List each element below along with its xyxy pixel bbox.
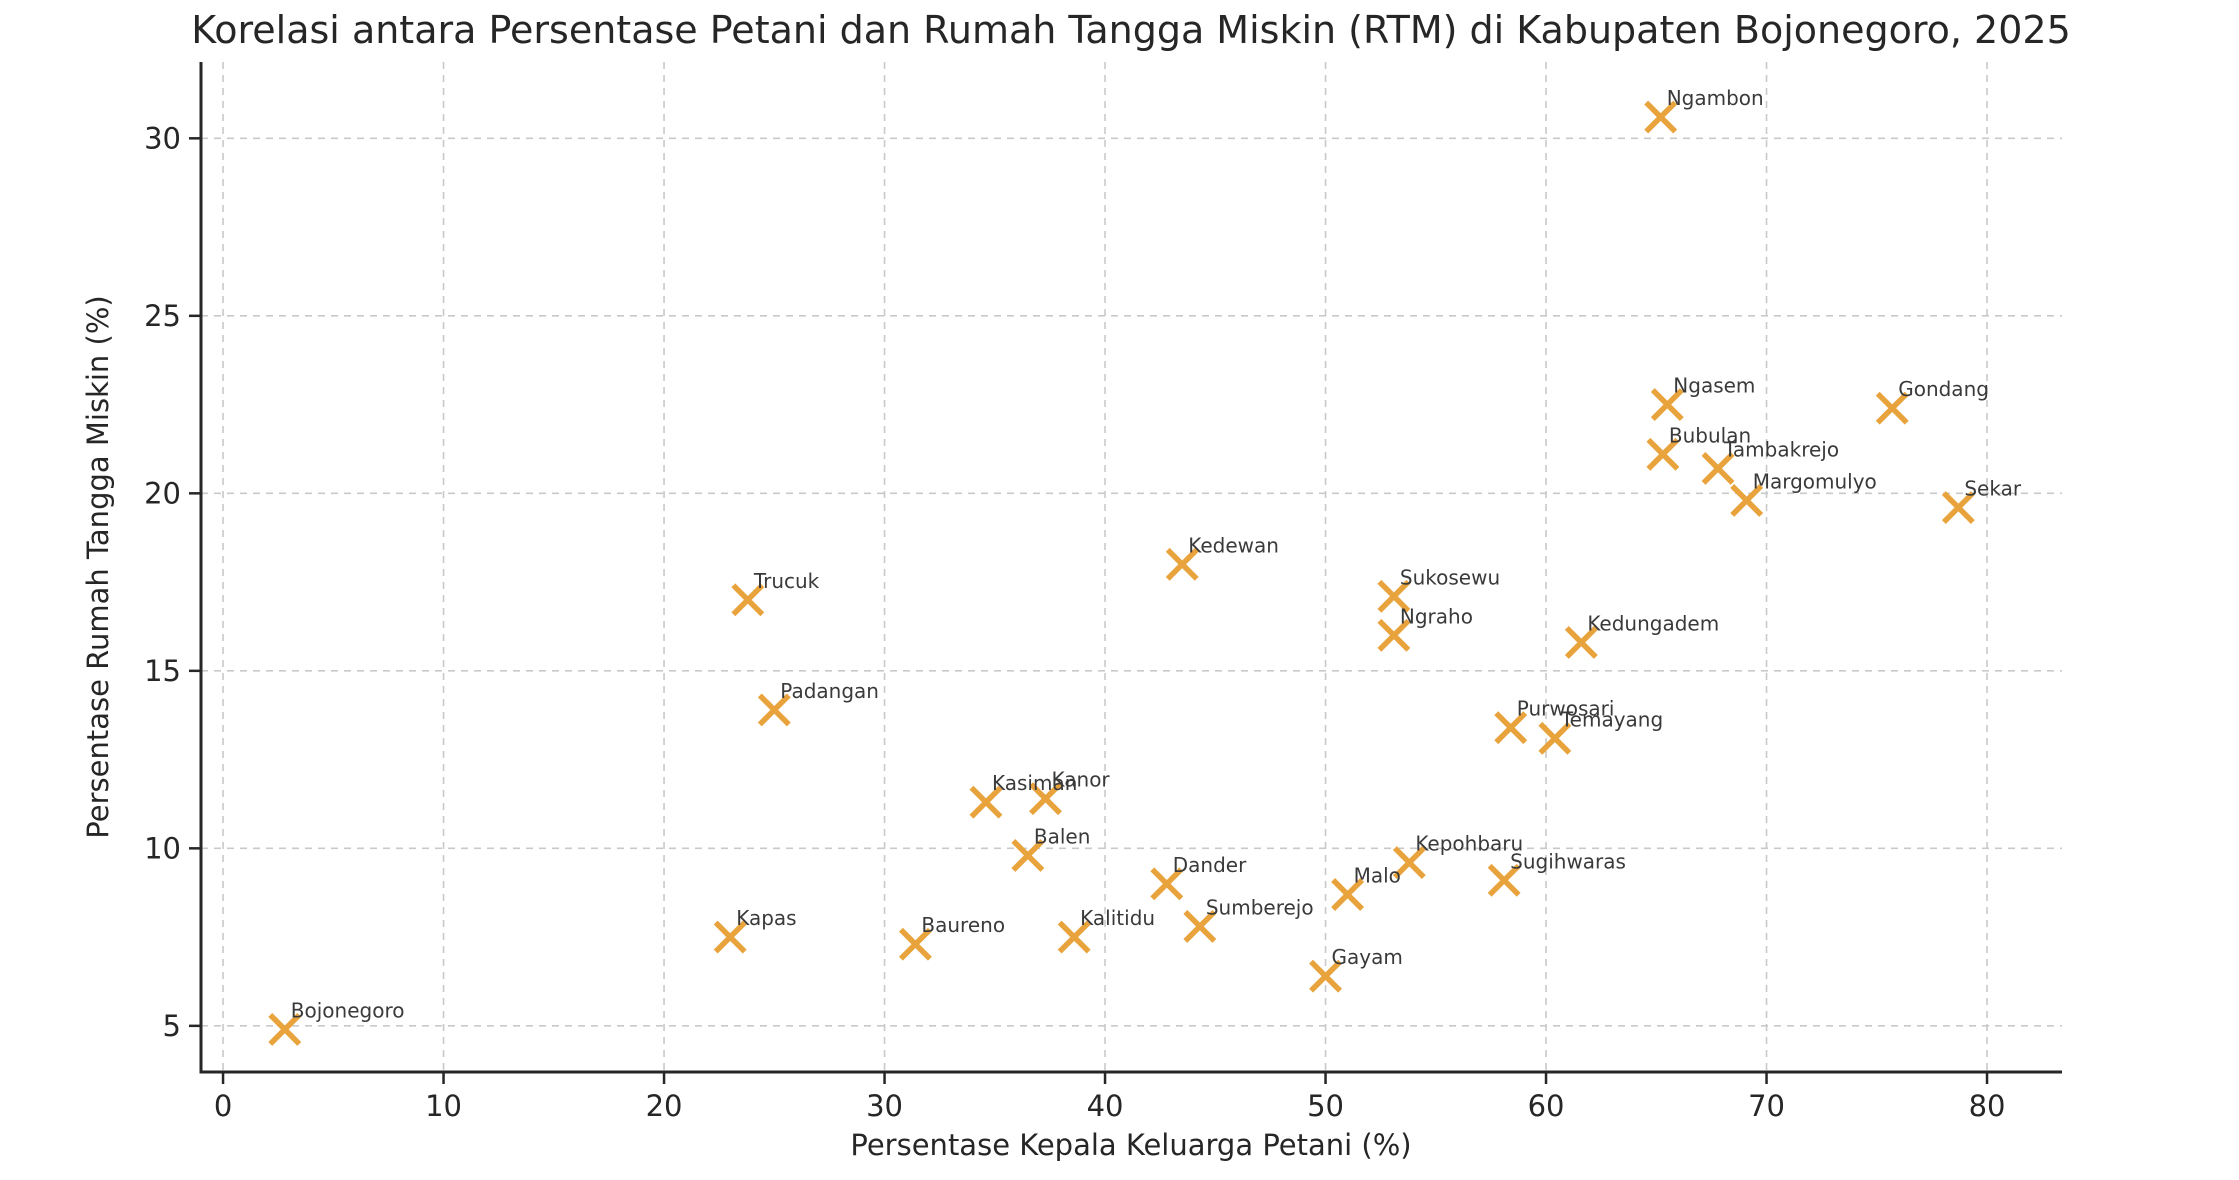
chart-title: Korelasi antara Persentase Petani dan Ru… <box>191 8 2071 52</box>
point-label: Balen <box>1034 824 1091 848</box>
scatter-marker <box>1644 100 1678 134</box>
point-label: Sumberejo <box>1206 895 1314 919</box>
point-label: Trucuk <box>753 569 820 593</box>
x-tick-label: 50 <box>1307 1089 1344 1123</box>
x-tick-label: 80 <box>1969 1089 2006 1123</box>
x-tick-label: 10 <box>425 1089 462 1123</box>
y-tick-label: 25 <box>144 299 181 333</box>
point-label: Ngraho <box>1400 604 1473 628</box>
y-tick-label: 15 <box>144 654 181 688</box>
scatter-marker <box>1377 618 1411 652</box>
point-label: Kedewan <box>1188 533 1279 557</box>
point-label: Kasiman <box>992 771 1077 795</box>
point-label: Kalitidu <box>1080 906 1155 930</box>
scatter-marker <box>1331 878 1365 911</box>
x-axis-label: Persentase Kepala Keluarga Petani (%) <box>850 1128 1411 1162</box>
point-label: Temayang <box>1560 707 1663 731</box>
scatter-marker <box>1183 910 1217 943</box>
y-tick-label: 10 <box>144 831 181 865</box>
point-label: Sekar <box>1964 477 2021 501</box>
point-label: Margomulyo <box>1753 469 1877 493</box>
scatter-marker <box>731 583 765 617</box>
scatter-marker <box>1377 579 1411 613</box>
point-label: Kapas <box>736 906 796 930</box>
point-label: Kedungadem <box>1587 611 1719 635</box>
x-tick-label: 70 <box>1748 1089 1785 1123</box>
point-label: Bubulan <box>1669 423 1751 447</box>
x-tick-label: 60 <box>1528 1089 1565 1123</box>
y-tick-label: 30 <box>144 121 181 155</box>
scatter-marker <box>713 920 747 954</box>
scatter-marker <box>1564 625 1598 659</box>
point-label: Kepohbaru <box>1415 832 1523 856</box>
x-tick-label: 30 <box>866 1089 903 1123</box>
y-axis-label: Persentase Rumah Tangga Miskin (%) <box>81 295 115 838</box>
point-label: Ngasem <box>1673 374 1755 398</box>
point-label: Gondang <box>1898 377 1989 401</box>
y-tick-label: 5 <box>163 1009 181 1043</box>
scatter-marker <box>1538 721 1572 755</box>
y-tick-label: 20 <box>144 476 181 510</box>
scatter-marker <box>1029 782 1062 816</box>
scatter-marker <box>1150 867 1184 901</box>
x-tick-label: 40 <box>1087 1089 1124 1123</box>
point-label: Baureno <box>921 913 1005 937</box>
scatter-marker <box>969 785 1003 819</box>
scatter-marker <box>898 927 932 961</box>
x-tick-label: 20 <box>646 1089 683 1123</box>
scatter-marker <box>1392 846 1426 879</box>
point-label: Tambakrejo <box>1723 437 1839 461</box>
x-tick-label: 0 <box>214 1089 232 1123</box>
point-label: Malo <box>1354 863 1401 887</box>
point-label: Dander <box>1173 853 1247 877</box>
data-point-labels: Bojonegoro Kapas Trucuk Padangan Baureno Kasi… <box>291 86 2022 1022</box>
scatter-marker <box>757 693 791 727</box>
scatter-marker <box>1650 388 1684 422</box>
scatter-marker <box>1057 920 1091 954</box>
point-label: Ngambon <box>1667 86 1764 110</box>
point-label: Kanor <box>1052 768 1111 792</box>
data-points <box>268 100 1975 1046</box>
scatter-marker <box>1011 839 1045 872</box>
scatter-marker <box>1646 437 1680 471</box>
tick-labels: 0 10 20 30 40 50 60 70 80 5 10 15 20 25 30 <box>144 121 2005 1123</box>
axis-spines <box>199 62 2062 1074</box>
scatter-marker <box>1730 483 1764 517</box>
axis-ticks <box>189 137 1989 1084</box>
scatter-marker <box>1309 959 1342 993</box>
scatter-marker <box>1165 547 1199 581</box>
scatter-marker <box>268 1012 302 1046</box>
scatter-marker <box>1701 452 1735 485</box>
scatter-marker <box>1494 711 1528 745</box>
point-label: Purwosari <box>1517 697 1615 721</box>
scatter-marker <box>1487 863 1521 897</box>
scatter-marker <box>1941 491 1975 524</box>
point-label: Gayam <box>1332 945 1403 969</box>
point-label: Padangan <box>780 679 879 703</box>
point-label: Bojonegoro <box>291 998 405 1022</box>
scatter-marker <box>1875 391 1909 425</box>
point-label: Sugihwaras <box>1510 849 1626 873</box>
point-label: Sukosewu <box>1400 565 1500 589</box>
